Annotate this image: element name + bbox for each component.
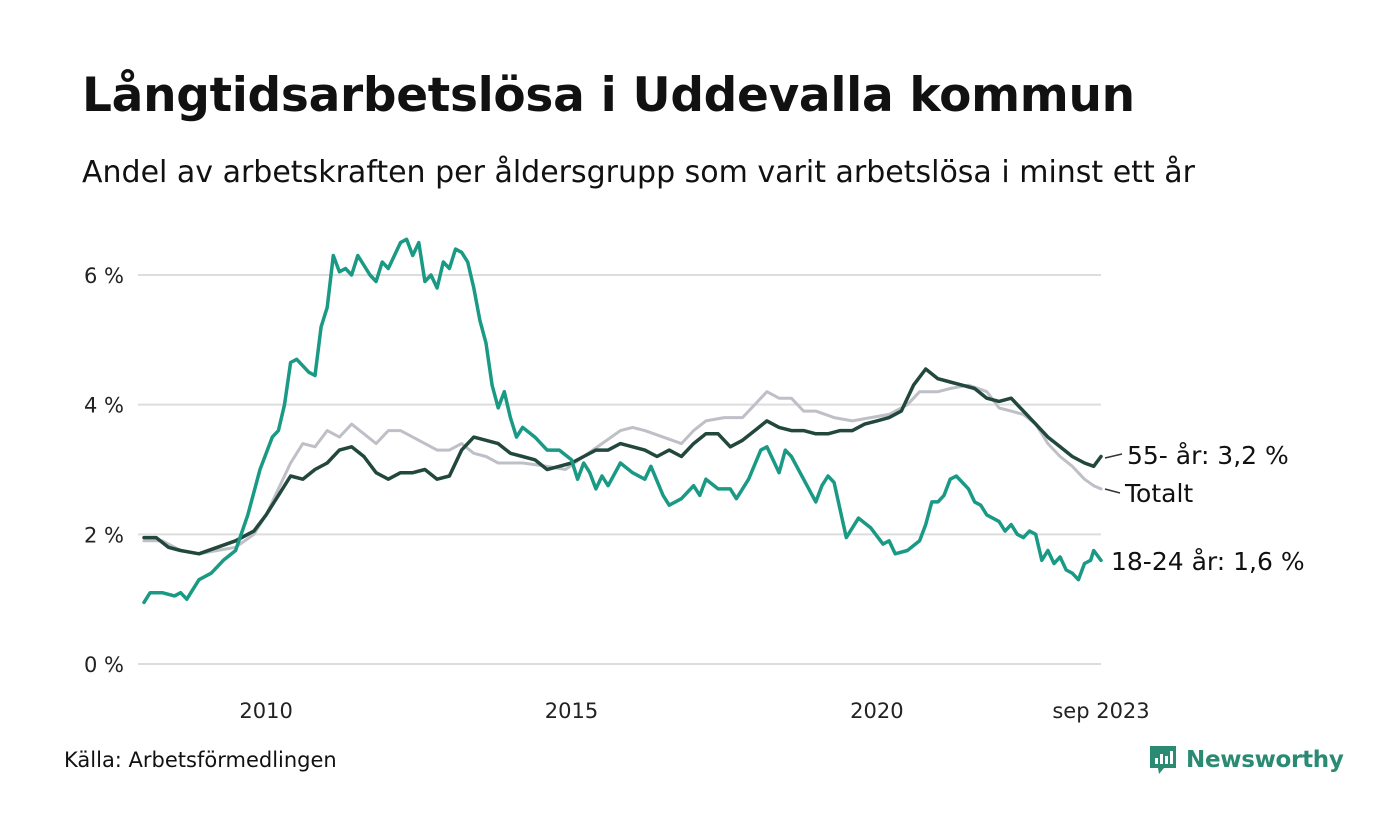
end-label-total: Totalt xyxy=(1124,479,1193,508)
x-tick-label: sep 2023 xyxy=(1052,699,1149,723)
newsworthy-logo-icon xyxy=(1150,746,1176,774)
y-tick-label: 2 % xyxy=(84,523,124,547)
brand-logo: Newsworthy xyxy=(1148,744,1344,776)
y-axis-ticks: 0 % 2 % 4 % 6 % xyxy=(84,264,124,677)
end-label-old: 55- år: 3,2 % xyxy=(1127,441,1289,470)
chart-title: Långtidsarbetslösa i Uddevalla kommun xyxy=(82,68,1135,123)
y-tick-label: 6 % xyxy=(84,264,124,288)
y-tick-label: 4 % xyxy=(84,394,124,418)
brand-name: Newsworthy xyxy=(1186,747,1344,773)
y-tick-label: 0 % xyxy=(84,653,124,677)
series-line-total xyxy=(142,383,1103,556)
series-lines xyxy=(142,237,1103,605)
gridlines xyxy=(138,274,1101,665)
end-label-young: 18-24 år: 1,6 % xyxy=(1111,547,1305,576)
source-note: Källa: Arbetsförmedlingen xyxy=(64,748,337,772)
x-tick-label: 2020 xyxy=(850,699,903,723)
end-labels: Totalt 55- år: 3,2 % 18-24 år: 1,6 % xyxy=(1104,441,1305,576)
chart-subtitle: Andel av arbetskraften per åldersgrupp s… xyxy=(82,155,1195,190)
series-line-old xyxy=(142,367,1103,556)
x-tick-label: 2015 xyxy=(545,699,598,723)
x-axis-ticks: 2010 2015 2020 sep 2023 xyxy=(239,699,1149,723)
label-connector-total xyxy=(1104,488,1121,494)
series-line-young xyxy=(142,237,1103,605)
x-tick-label: 2010 xyxy=(239,699,292,723)
label-connector-old xyxy=(1104,453,1123,459)
